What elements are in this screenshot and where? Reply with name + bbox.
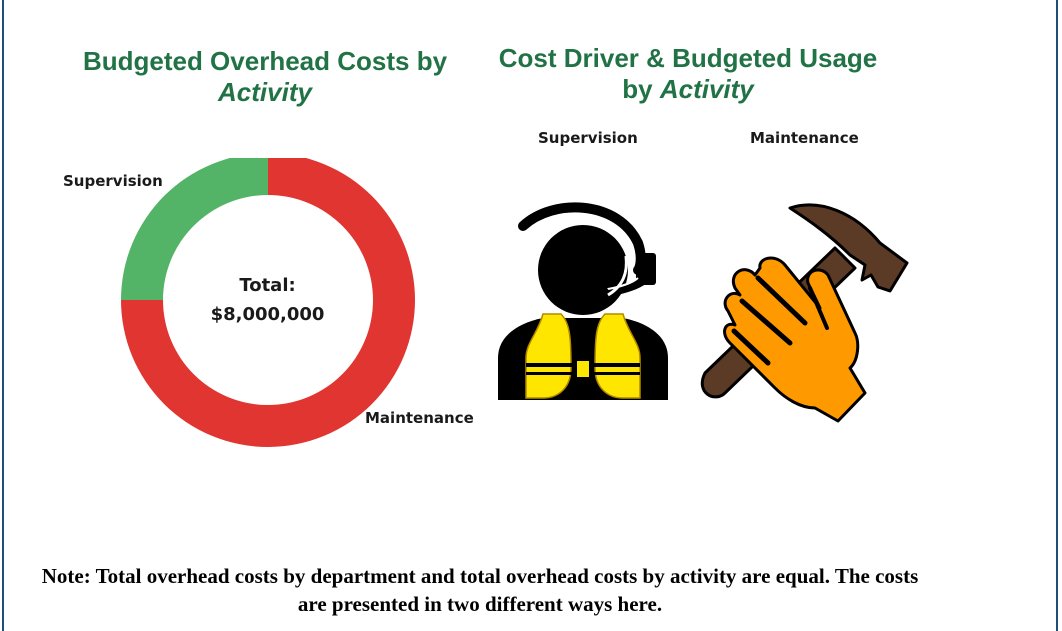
hand-holding-hammer-icon [701,203,909,423]
column-label-maintenance: Maintenance [750,129,859,147]
donut-chart [121,158,415,447]
title-prefix: by [622,74,660,104]
cost-driver-title: Cost Driver & Budgeted Usage by Activity [478,43,898,105]
donut-center-label: Total: [239,275,296,296]
donut-chart-title: Budgeted Overhead Costs by Activity [60,46,470,108]
title-line-2: by Activity [478,74,898,105]
slice-label-maintenance: Maintenance [365,409,474,427]
title-line-1: Budgeted Overhead Costs by [82,46,448,76]
column-label-supervision: Supervision [538,129,638,147]
footnote: Note: Total overhead costs by department… [41,564,919,616]
slice-supervision[interactable] [121,158,268,300]
donut-center-value: $8,000,000 [210,304,325,325]
slice-label-supervision: Supervision [63,172,163,190]
title-line-1: Cost Driver & Budgeted Usage [498,43,878,73]
worker-with-headset-and-safety-vest-icon [498,202,668,400]
title-italic: Activity [659,74,754,104]
title-line-2: Activity [218,77,312,107]
